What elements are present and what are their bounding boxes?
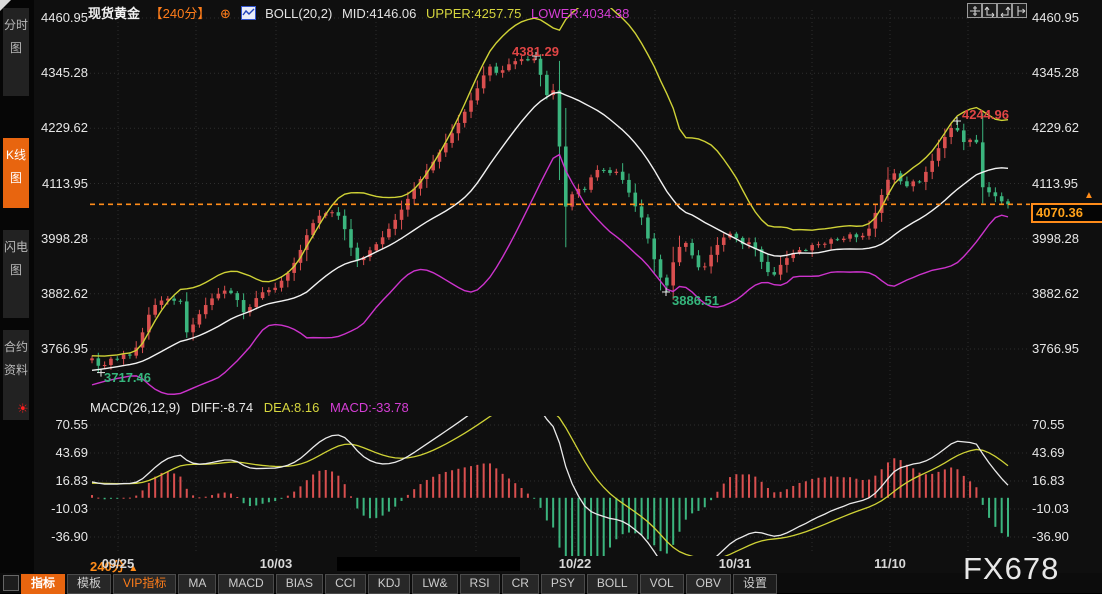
- price-axis-label-left: 4460.95: [41, 10, 88, 25]
- period-badge[interactable]: 【240分】: [149, 6, 211, 21]
- indicator-chart-icon[interactable]: [240, 6, 256, 20]
- toolbar-button-CR[interactable]: CR: [501, 574, 539, 594]
- watermark: FX678: [963, 551, 1060, 586]
- toolbar-button-OBV[interactable]: OBV: [685, 574, 731, 594]
- macd-axis-label-right: 43.69: [1032, 445, 1065, 460]
- date-label-10/03: 10/03: [259, 556, 293, 571]
- price-axis-label-left: 4229.62: [41, 120, 88, 136]
- price-axis-label-left: 4113.95: [41, 175, 88, 191]
- period-selector[interactable]: 240分 ▲: [90, 556, 138, 575]
- toolbar-button-LW&[interactable]: LW&: [412, 574, 458, 594]
- macd-diff-value: DIFF:-8.74: [190, 400, 254, 415]
- axis-scale-left-icon[interactable]: [982, 3, 997, 18]
- boll-label: BOLL(20,2): [265, 6, 333, 21]
- date-label-10/31: 10/31: [718, 556, 752, 571]
- macd-axis-label-right: 16.83: [1032, 473, 1065, 488]
- toolbar-button-CCI[interactable]: CCI: [325, 574, 366, 594]
- sidebar-tab-合约资料[interactable]: 合约资料: [3, 330, 29, 420]
- toolbar-button-模板[interactable]: 模板: [67, 574, 112, 594]
- boll-mid-value: MID:4146.06: [341, 6, 417, 21]
- panel-toggle-icon[interactable]: [3, 575, 19, 591]
- toolbar-button-MACD[interactable]: MACD: [218, 574, 274, 594]
- collapse-corner-icon[interactable]: [0, 0, 11, 11]
- candlesticks: [90, 54, 1010, 373]
- macd-axis-label-left: 70.55: [55, 417, 88, 432]
- toolbar-button-BIAS[interactable]: BIAS: [275, 574, 324, 594]
- macd-dea-value: DEA:8.16: [263, 400, 320, 415]
- macd-title: MACD(26,12,9): [90, 400, 181, 415]
- price-axis-label-right: 4229.62: [1032, 120, 1079, 136]
- annotation-4244.96: 4244.96: [962, 107, 1009, 122]
- macd-axis-label-right: -10.03: [1032, 501, 1069, 516]
- toolbar-button-MA[interactable]: MA: [178, 574, 217, 594]
- alarm-icon[interactable]: ☀: [17, 401, 29, 416]
- price-axis-label-right: 4345.28: [1032, 65, 1079, 81]
- sidebar-tab-闪电图[interactable]: 闪电图: [3, 230, 29, 318]
- macd-axis-label-left: 16.83: [55, 473, 88, 488]
- date-label-09/25: 09/25: [101, 556, 135, 571]
- macd-axis-label-left: -10.03: [51, 501, 88, 516]
- current-price-badge: 4070.36: [1031, 203, 1102, 223]
- axis-scale-right-icon[interactable]: [997, 3, 1012, 18]
- date-label-11/10: 11/10: [874, 556, 906, 571]
- price-axis-label-right: 4460.95: [1032, 10, 1079, 25]
- toolbar-button-RSI[interactable]: RSI: [459, 574, 500, 594]
- macd-pane: [91, 416, 1009, 557]
- annotation-3886.51: 3886.51: [672, 293, 719, 308]
- symbol-title: 现货黄金: [88, 6, 141, 21]
- toolbar-button-指标[interactable]: 指标: [21, 574, 66, 594]
- price-axis-label-right: 3882.62: [1032, 285, 1079, 301]
- toolbar-button-VIP指标[interactable]: VIP指标: [113, 574, 177, 594]
- crosshair-icon[interactable]: [967, 3, 982, 18]
- date-label-10/22: 10/22: [558, 556, 592, 571]
- macd-axis-label-left: -36.90: [51, 529, 88, 544]
- sidebar-tab-分时图[interactable]: 分时图: [3, 8, 29, 96]
- period-arrow-icon: ▲: [128, 563, 139, 574]
- toolbar-button-PSY[interactable]: PSY: [540, 574, 585, 594]
- sidebar-tab-K线图[interactable]: K线图: [3, 138, 29, 208]
- macd-axis-label-left: 43.69: [55, 445, 88, 460]
- bollinger-bands: [91, 8, 1009, 395]
- toolbar-button-VOL[interactable]: VOL: [639, 574, 684, 594]
- period-text: 240分: [90, 559, 125, 574]
- sidebar: 分时图 K线图闪电图合约资料 ☀: [0, 0, 34, 593]
- crosshair-plus-icon[interactable]: ⊕: [219, 6, 231, 21]
- macd-header: MACD(26,12,9) DIFF:-8.74 DEA:8.16 MACD:-…: [90, 400, 416, 415]
- price-axis-label-left: 4345.28: [41, 65, 88, 81]
- annotation-4381.29: 4381.29: [512, 44, 559, 59]
- scrollbar-handle[interactable]: [337, 557, 520, 571]
- current-price-arrow-icon: ▲: [1084, 190, 1094, 201]
- key-point-markers: [97, 51, 961, 377]
- price-axis-label-left: 3998.28: [41, 230, 88, 246]
- boll-upper-value: UPPER:4257.75: [426, 6, 522, 21]
- toolbar-button-BOLL[interactable]: BOLL: [586, 574, 638, 594]
- price-axis-label-right: 4113.95: [1032, 175, 1079, 191]
- time-axis: [34, 556, 1102, 573]
- toolbar-button-设置[interactable]: 设置: [732, 574, 777, 594]
- macd-macd-value: MACD:-33.78: [329, 400, 409, 415]
- annotation-3717.46: 3717.46: [104, 370, 151, 385]
- price-axis-label-right: 3998.28: [1032, 230, 1079, 246]
- toolbar-button-KDJ[interactable]: KDJ: [367, 574, 411, 594]
- chart-header: 现货黄金 【240分】 ⊕ BOLL(20,2) MID:4146.06 UPP…: [88, 3, 635, 21]
- boll-lower-value: LOWER:4034.38: [531, 6, 630, 21]
- toolbar-items: 指标 模板 VIP指标 MA MACD BIAS CCI KDJ LW& RSI CR PSY BOLL…: [21, 573, 779, 594]
- macd-axis-label-right: -36.90: [1032, 529, 1069, 544]
- macd-axis-label-right: 70.55: [1032, 417, 1065, 432]
- axis-shift-icon[interactable]: [1012, 3, 1027, 18]
- price-axis-label-left: 3882.62: [41, 285, 88, 301]
- price-axis-label-right: 3766.95: [1032, 341, 1079, 356]
- price-axis-label-left: 3766.95: [41, 341, 88, 356]
